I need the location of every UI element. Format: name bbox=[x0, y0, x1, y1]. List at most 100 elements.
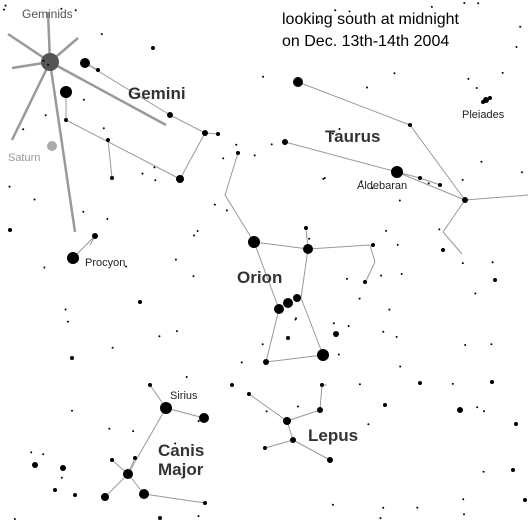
constellation-line bbox=[409, 124, 466, 201]
faint-star bbox=[222, 157, 225, 160]
faint-star bbox=[60, 476, 63, 479]
star bbox=[199, 413, 209, 423]
faint-star bbox=[4, 4, 7, 7]
faint-star bbox=[3, 8, 5, 11]
constellation-line bbox=[396, 171, 466, 201]
faint-star bbox=[491, 261, 494, 264]
star bbox=[60, 465, 66, 471]
constellation-line bbox=[253, 241, 309, 250]
faint-star bbox=[30, 451, 33, 454]
faint-star bbox=[44, 114, 47, 117]
star bbox=[408, 123, 412, 127]
star bbox=[457, 407, 463, 413]
faint-star bbox=[296, 405, 299, 408]
star bbox=[203, 501, 207, 505]
faint-star bbox=[385, 229, 388, 232]
star bbox=[70, 356, 74, 360]
faint-star bbox=[430, 5, 433, 8]
faint-star bbox=[358, 297, 361, 300]
constellation-line bbox=[286, 409, 321, 422]
faint-star bbox=[213, 203, 216, 206]
faint-star bbox=[467, 77, 470, 80]
faint-star bbox=[82, 98, 85, 101]
faint-star bbox=[322, 177, 325, 180]
faint-star bbox=[82, 210, 85, 213]
constellation-line bbox=[300, 297, 324, 356]
star bbox=[418, 381, 422, 385]
faint-star bbox=[192, 275, 195, 278]
faint-star bbox=[461, 262, 464, 265]
constellation-line bbox=[143, 493, 206, 504]
faint-star bbox=[295, 317, 297, 320]
faint-star bbox=[60, 7, 63, 10]
label: Saturn bbox=[8, 152, 40, 164]
faint-star bbox=[427, 182, 430, 185]
star bbox=[160, 402, 172, 414]
faint-star bbox=[400, 273, 403, 275]
faint-star bbox=[480, 160, 483, 163]
star bbox=[96, 68, 100, 72]
faint-star bbox=[270, 143, 273, 146]
faint-star bbox=[317, 21, 320, 24]
faint-star bbox=[125, 265, 128, 268]
star bbox=[32, 462, 38, 468]
constellation-lines bbox=[65, 62, 529, 504]
faint-star bbox=[332, 322, 335, 325]
constellation-line bbox=[297, 81, 411, 126]
faint-star bbox=[371, 187, 374, 190]
faint-star bbox=[196, 230, 199, 232]
faint-star bbox=[358, 383, 361, 386]
faint-star bbox=[108, 427, 111, 430]
faint-star bbox=[396, 243, 399, 246]
faint-star bbox=[338, 128, 341, 130]
faint-star bbox=[193, 234, 195, 237]
star bbox=[490, 380, 494, 384]
star bbox=[327, 457, 333, 463]
faint-star bbox=[331, 503, 334, 506]
faint-star bbox=[197, 420, 200, 422]
faint-star bbox=[475, 87, 478, 89]
faint-star bbox=[323, 177, 326, 179]
faint-star bbox=[464, 344, 467, 346]
label: Procyon bbox=[85, 257, 125, 269]
star bbox=[383, 403, 387, 407]
faint-star bbox=[416, 506, 419, 509]
constellation-label: Canis bbox=[158, 441, 204, 460]
star bbox=[317, 407, 323, 413]
faint-star bbox=[261, 343, 264, 346]
star bbox=[418, 176, 422, 180]
star bbox=[216, 132, 220, 136]
faint-star bbox=[347, 325, 350, 328]
faint-star bbox=[501, 71, 504, 74]
faint-star bbox=[393, 72, 396, 75]
star bbox=[138, 300, 142, 304]
star bbox=[514, 422, 518, 426]
faint-star bbox=[197, 515, 200, 518]
faint-star bbox=[262, 75, 265, 78]
star bbox=[64, 118, 68, 122]
star bbox=[481, 100, 485, 104]
star bbox=[139, 489, 149, 499]
constellation-line bbox=[442, 199, 466, 233]
faint-star bbox=[462, 498, 465, 501]
faint-star bbox=[240, 361, 243, 364]
faint-star bbox=[399, 365, 402, 368]
faint-star bbox=[360, 180, 363, 183]
faint-star bbox=[253, 154, 256, 157]
star bbox=[167, 112, 173, 118]
star bbox=[60, 86, 72, 98]
faint-star bbox=[175, 330, 178, 333]
faint-star bbox=[388, 308, 391, 311]
constellation-line bbox=[419, 177, 441, 186]
star bbox=[263, 359, 269, 365]
faint-star bbox=[265, 410, 268, 413]
label: Geminids bbox=[22, 7, 73, 21]
faint-star bbox=[515, 46, 518, 48]
constellation-line bbox=[307, 244, 371, 250]
faint-star bbox=[106, 218, 109, 220]
faint-star bbox=[482, 470, 485, 473]
constellation-line bbox=[464, 194, 529, 201]
constellation-line bbox=[300, 248, 309, 299]
star bbox=[462, 197, 468, 203]
star bbox=[286, 336, 290, 340]
